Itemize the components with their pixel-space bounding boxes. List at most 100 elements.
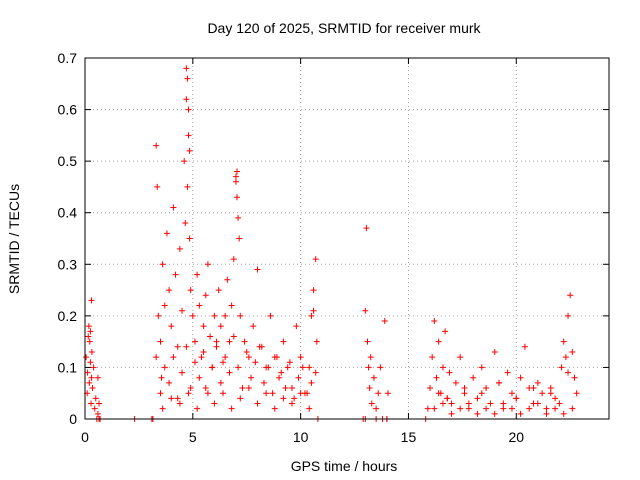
data-point <box>174 343 181 350</box>
data-point <box>155 312 162 319</box>
data-point <box>94 410 101 417</box>
data-point <box>562 354 569 361</box>
data-point <box>185 390 192 397</box>
y-tick-label: 0.1 <box>58 359 78 375</box>
data-point <box>424 405 431 412</box>
data-point <box>90 364 97 371</box>
data-point <box>254 400 261 407</box>
y-tick-label: 0.4 <box>58 205 78 221</box>
data-point <box>85 333 92 340</box>
data-point <box>183 96 190 103</box>
data-point <box>366 385 373 392</box>
data-point <box>200 348 207 355</box>
x-axis-label: GPS time / hours <box>291 458 398 474</box>
data-point <box>237 395 244 402</box>
data-point <box>295 374 302 381</box>
data-point <box>375 390 382 397</box>
data-point <box>222 354 229 361</box>
data-point <box>377 364 384 371</box>
y-tick-labels: 0 0.1 0.2 0.3 0.4 0.5 0.6 0.7 <box>58 50 78 427</box>
data-point <box>194 405 201 412</box>
data-point <box>362 307 369 314</box>
data-point <box>496 379 503 386</box>
data-point <box>248 374 255 381</box>
data-point <box>439 400 446 407</box>
data-point <box>86 379 93 386</box>
data-point <box>232 178 239 185</box>
data-point <box>186 235 193 242</box>
chart-title: Day 120 of 2025, SRMTID for receiver mur… <box>207 20 481 36</box>
data-point <box>85 323 92 330</box>
data-point <box>308 312 315 319</box>
data-point <box>220 390 227 397</box>
data-point <box>254 266 261 273</box>
data-point <box>284 364 291 371</box>
data-point <box>457 405 464 412</box>
data-point <box>235 214 242 221</box>
data-point <box>181 158 188 165</box>
data-point <box>565 312 572 319</box>
data-point <box>474 395 481 402</box>
data-point <box>187 385 194 392</box>
data-point <box>521 343 528 350</box>
data-point <box>452 379 459 386</box>
data-point <box>368 400 375 407</box>
data-point <box>373 405 380 412</box>
data-point <box>88 348 95 355</box>
data-point <box>370 374 377 381</box>
data-point <box>310 307 317 314</box>
y-tick-label: 0.3 <box>58 256 78 272</box>
x-tick-label: 0 <box>81 429 89 445</box>
data-point <box>185 106 192 113</box>
y-tick-label: 0.5 <box>58 153 78 169</box>
data-point <box>245 385 252 392</box>
data-point <box>226 369 233 376</box>
data-point <box>198 354 205 361</box>
data-point <box>168 395 175 402</box>
data-point <box>304 390 311 397</box>
data-point <box>444 395 451 402</box>
data-point <box>552 395 559 402</box>
y-axis-label: SRMTID / TECUs <box>6 184 22 294</box>
data-point <box>280 395 287 402</box>
data-point <box>202 292 209 299</box>
data-point <box>184 75 191 82</box>
data-point <box>209 364 216 371</box>
data-point <box>217 323 224 330</box>
data-point <box>84 369 91 376</box>
data-point <box>87 359 94 366</box>
data-point <box>260 379 267 386</box>
data-point <box>278 369 285 376</box>
data-point <box>191 359 198 366</box>
data-point <box>215 287 222 294</box>
data-point <box>569 348 576 355</box>
data-point <box>157 338 164 345</box>
data-point <box>211 312 218 319</box>
data-point <box>207 333 214 340</box>
data-point <box>239 385 246 392</box>
data-point <box>183 65 190 72</box>
data-point <box>433 374 440 381</box>
data-point <box>213 343 220 350</box>
data-point <box>384 390 391 397</box>
data-point <box>234 168 241 175</box>
data-point <box>153 354 160 361</box>
data-point <box>508 390 515 397</box>
data-point <box>446 369 453 376</box>
data-point <box>174 395 181 402</box>
data-point <box>234 194 241 201</box>
data-point <box>363 225 370 232</box>
data-point <box>217 379 224 386</box>
data-point <box>431 318 438 325</box>
data-point <box>461 390 468 397</box>
data-point <box>179 307 186 314</box>
data-point <box>163 230 170 237</box>
data-point <box>293 323 300 330</box>
data-point <box>94 374 101 381</box>
data-point <box>474 410 481 417</box>
data-point <box>269 390 276 397</box>
data-point <box>256 343 263 350</box>
data-point <box>513 395 520 402</box>
data-point <box>220 359 227 366</box>
data-point <box>381 318 388 325</box>
